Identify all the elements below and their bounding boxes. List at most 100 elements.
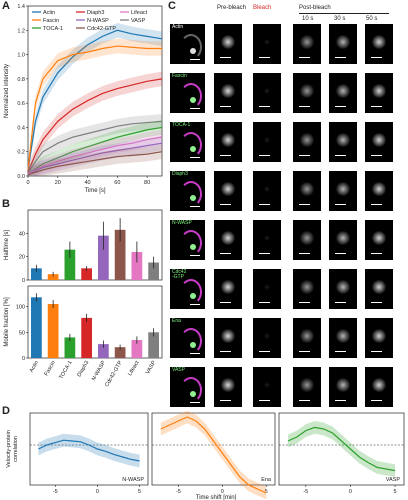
fluorescence-spot <box>372 35 386 49</box>
column-header-10s: 10 s <box>302 16 314 22</box>
tip-spot <box>190 293 196 299</box>
frap-tile-5-4 <box>365 269 393 309</box>
category-label-diaph3: Diaph3 <box>76 360 90 378</box>
mobile-bar-actin <box>31 297 42 358</box>
x-tick-label: 0 <box>26 180 29 186</box>
series-line-cdc42-gtp <box>27 151 163 176</box>
x-tick-label: 40 <box>84 180 90 186</box>
frap-tile-4-2 <box>293 220 321 260</box>
fluorescence-spot <box>300 182 314 196</box>
tip-spot <box>190 195 196 201</box>
d-x-tick-label: -5 <box>53 489 58 495</box>
frap-tile-6-4 <box>365 318 393 358</box>
overview-image-6: Ena <box>170 318 205 358</box>
series-line-fascin <box>27 45 162 170</box>
d-panel-label-0: N-WASP <box>122 477 144 483</box>
fluorescence-spot <box>372 329 386 343</box>
fluorescence-spot <box>336 329 350 343</box>
row-label: N-WASP <box>172 220 192 226</box>
halftime-y-tick-label: 40 <box>19 231 25 237</box>
fluorescence-spot <box>264 88 270 94</box>
fluorescence-spot <box>300 133 314 147</box>
category-label-lifeact: Lifeact <box>127 360 141 377</box>
y-tick-label: 0.0 <box>17 174 25 180</box>
filopodium-shape <box>180 132 202 158</box>
category-label-n-wasp: N-WASP <box>91 360 107 382</box>
fluorescence-spot <box>336 231 350 245</box>
frap-tile-4-4 <box>365 220 393 260</box>
x-axis-label: Time [s] <box>84 188 105 194</box>
series-band-vasp <box>28 114 162 176</box>
mobile-y-tick-label: 100 <box>16 305 25 311</box>
fluorescence-spot <box>264 382 270 388</box>
frap-tile-3-3 <box>329 171 357 211</box>
category-label-toca-1: TOCA-1 <box>58 360 73 380</box>
d-band-2 <box>287 421 396 477</box>
scale-bar <box>220 154 231 156</box>
scale-bar <box>190 58 200 60</box>
d-y-axis-label-line2: correlation <box>13 436 19 462</box>
frap-tile-2-3 <box>329 122 357 162</box>
scale-bar <box>190 254 200 256</box>
mobile-y-tick-label: 50 <box>19 330 25 336</box>
row-label: TOCA-1 <box>172 122 191 128</box>
frap-tile-3-2 <box>293 171 321 211</box>
scale-bar <box>371 105 382 107</box>
d-x-tick-label: 0 <box>221 489 224 495</box>
row-label: VASP <box>172 367 185 373</box>
mobile-y-axis-label: Mobile fraction [%] <box>4 297 10 347</box>
tip-spot <box>190 391 196 397</box>
scale-bar <box>299 252 310 254</box>
scale-bar <box>190 156 200 158</box>
scale-bar <box>335 56 346 58</box>
mobile-bar-fascin <box>47 304 59 358</box>
row-label: Actin <box>172 24 184 30</box>
series-band-actin <box>28 23 162 176</box>
scale-bar <box>335 203 346 205</box>
scale-bar <box>259 301 270 303</box>
scale-bar <box>259 350 270 352</box>
legend-label-diaph3: Diaph3 <box>87 10 104 16</box>
d-x-tick-label: 5 <box>394 489 397 495</box>
fluorescence-spot <box>336 182 350 196</box>
fluorescence-spot <box>372 133 386 147</box>
y-tick-label: 0.2 <box>17 150 25 156</box>
frap-tile-2-2 <box>293 122 321 162</box>
d-x-tick-label: -5 <box>176 489 181 495</box>
d-line-0 <box>38 439 140 462</box>
d-line-1 <box>160 416 267 494</box>
fluorescence-spot <box>372 231 386 245</box>
mobile-bar-lifeact <box>131 340 143 358</box>
fluorescence-spot <box>221 35 235 49</box>
frap-tile-2-4 <box>365 122 393 162</box>
frap-tile-7-0 <box>214 367 242 407</box>
tip-spot <box>190 244 196 250</box>
y-tick-label: 1.0 <box>17 53 25 59</box>
halftime-bar-vasp <box>148 262 159 280</box>
tip-spot <box>190 97 196 103</box>
scale-bar <box>259 252 270 254</box>
fluorescence-spot <box>221 231 235 245</box>
d-line-2 <box>287 426 396 472</box>
scale-bar <box>190 107 200 109</box>
frap-tile-5-2 <box>293 269 321 309</box>
scale-bar <box>335 301 346 303</box>
scale-bar <box>299 301 310 303</box>
d-x-axis-label: Time shift [min] <box>196 495 237 500</box>
scale-bar <box>259 203 270 205</box>
halftime-mobile-fraction-bar-chart: 0 20 40 Halftime [s] 0 50 100 Mobile fraction [… <box>4 209 163 388</box>
scale-bar <box>220 350 231 352</box>
overview-image-3: Diaph3 <box>170 171 205 211</box>
fluorescence-spot <box>336 280 350 294</box>
legend-label-toca-1: TOCA-1 <box>43 26 63 32</box>
scale-bar <box>259 56 270 58</box>
scale-bar <box>371 56 382 58</box>
frap-tile-6-1 <box>253 318 281 358</box>
fluorescence-spot <box>264 333 270 339</box>
scale-bar <box>371 301 382 303</box>
fluorescence-spot <box>336 84 350 98</box>
scale-bar <box>299 350 310 352</box>
series-line-lifeact <box>27 136 163 175</box>
column-header-50s: 50 s <box>366 16 378 22</box>
legend-label-actin: Actin <box>43 10 55 16</box>
